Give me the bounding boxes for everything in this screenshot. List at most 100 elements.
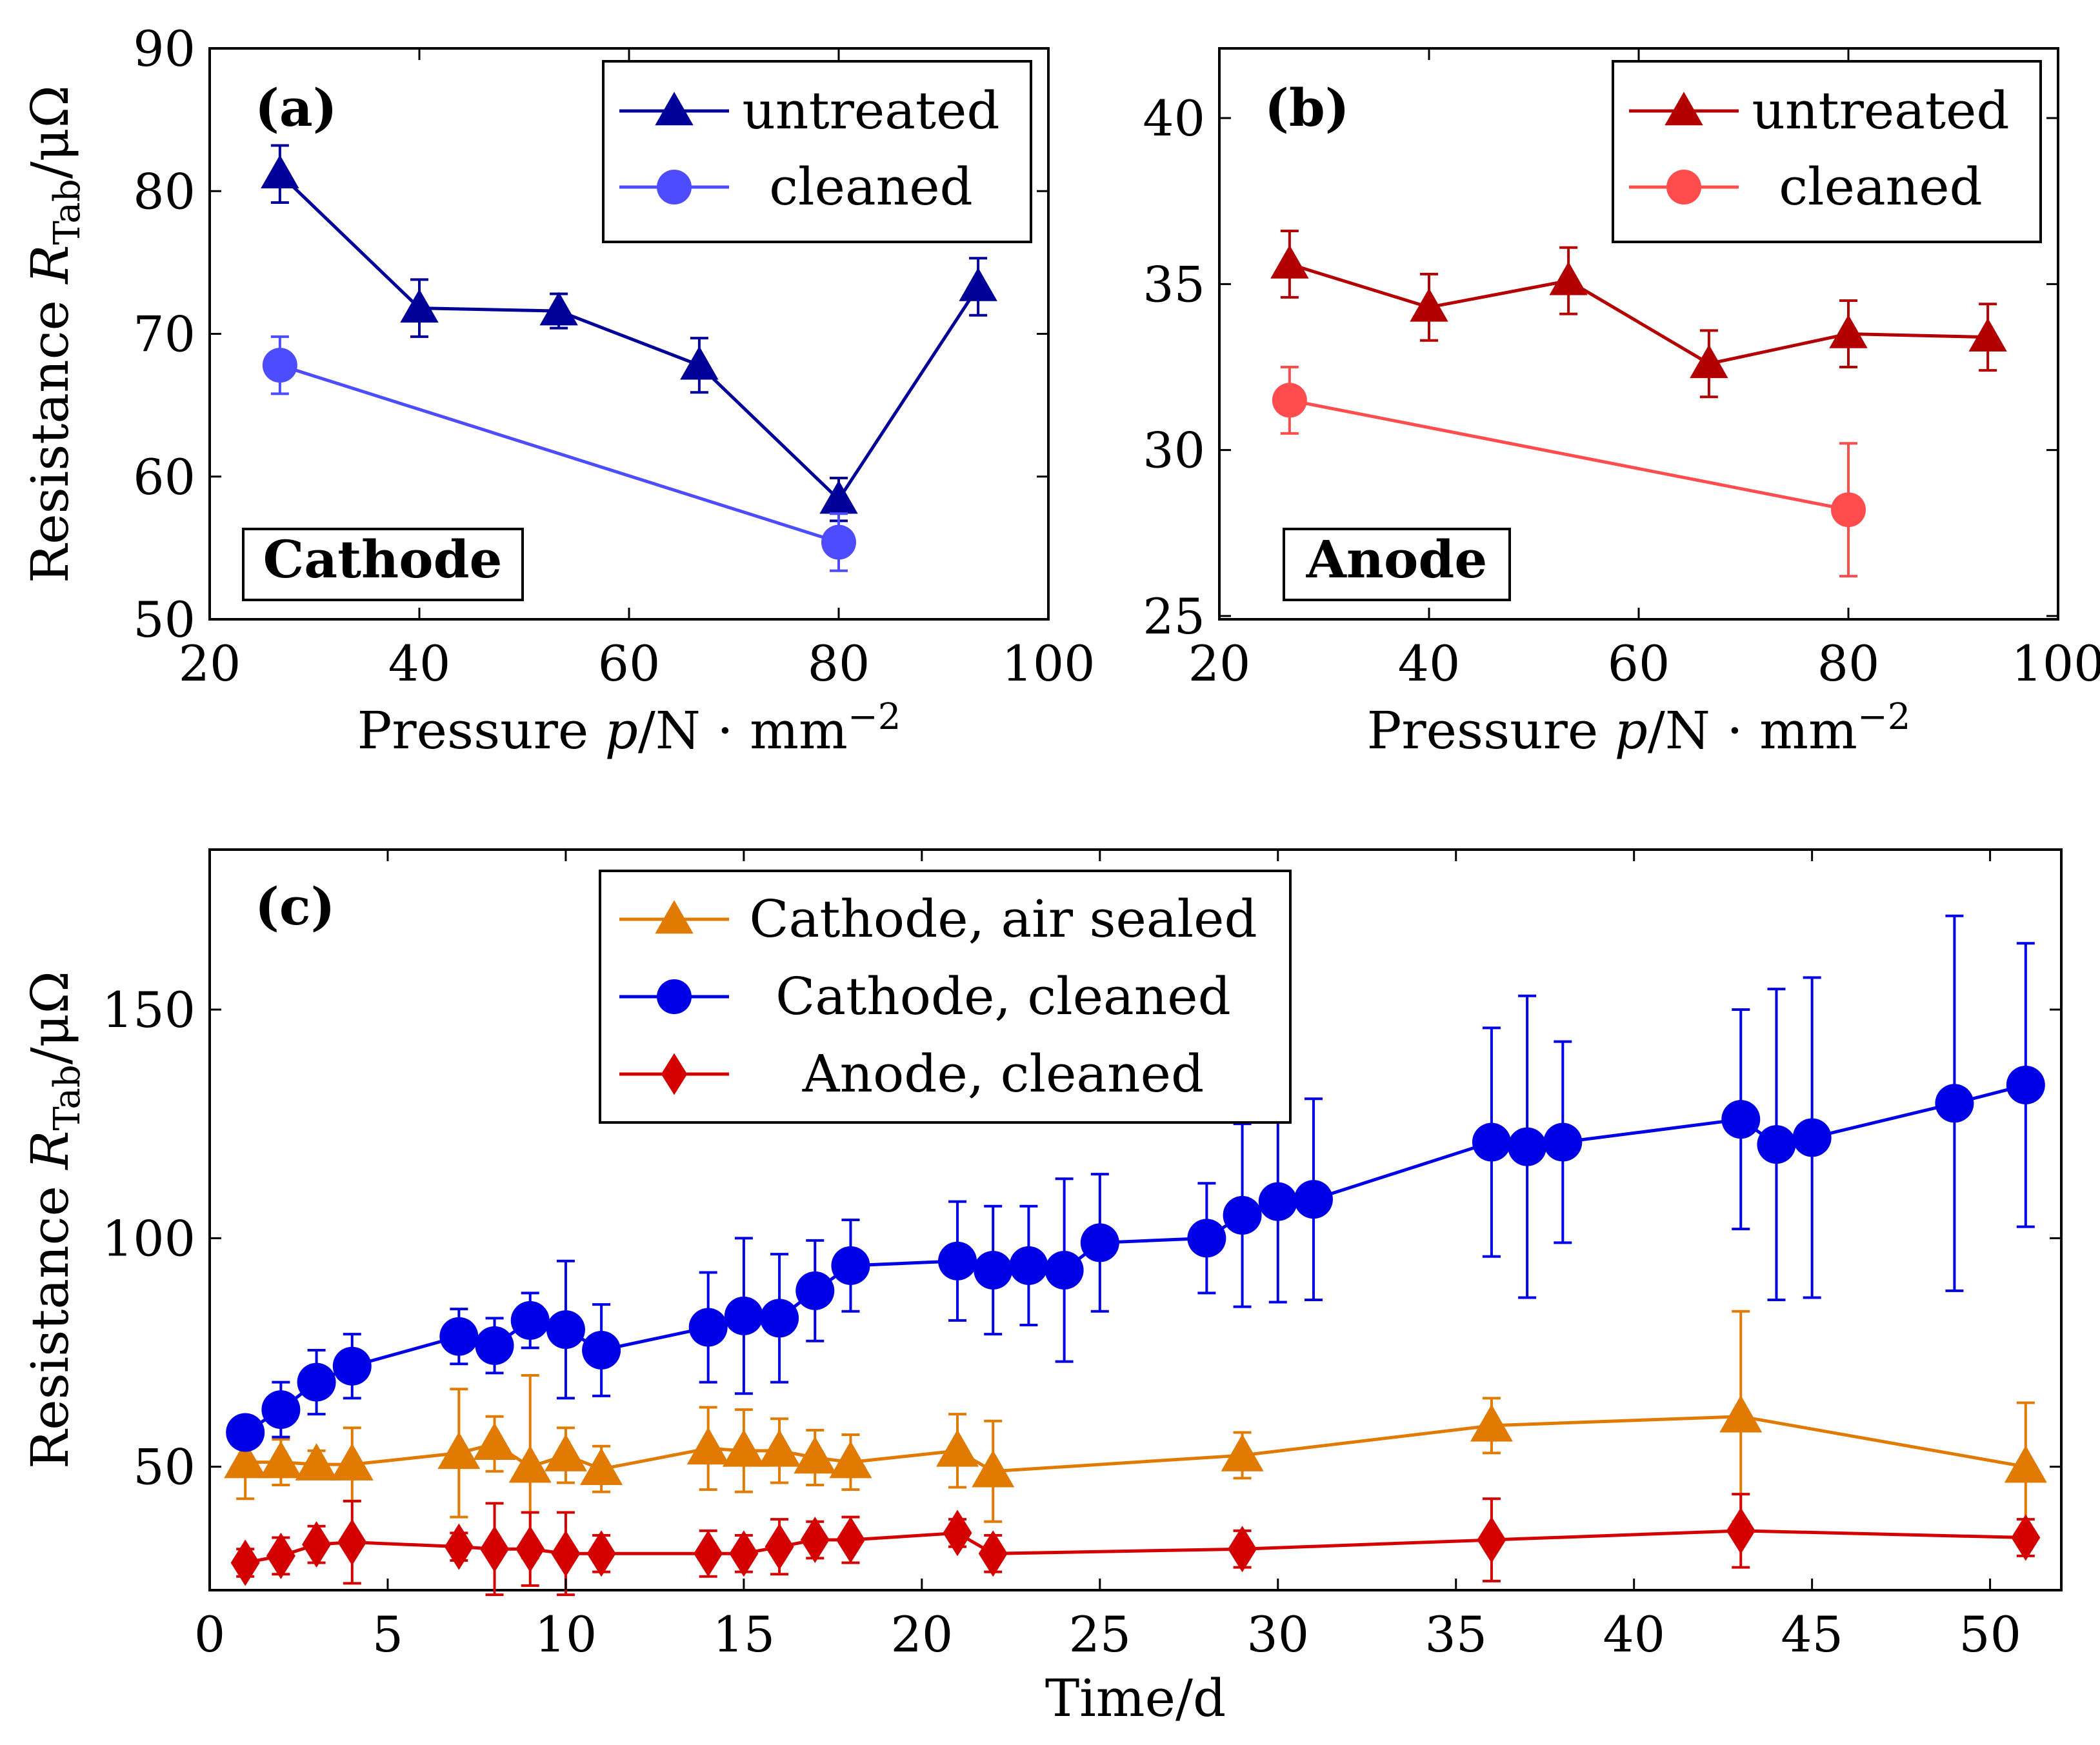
a-series-0-point-2 xyxy=(539,292,578,326)
b-xtick-label-3: 80 xyxy=(1817,635,1880,692)
a-ytick-label-2: 70 xyxy=(133,306,195,363)
c-series-1-point-27 xyxy=(1757,1125,1796,1164)
c-series-1-point-24 xyxy=(1508,1127,1547,1166)
a-legend-label-1: cleaned xyxy=(769,157,973,217)
c-series-0-point-0 xyxy=(224,1441,267,1479)
c-series-1-point-15 xyxy=(974,1250,1013,1290)
c-series-1-point-18 xyxy=(1080,1223,1119,1262)
c-xtick-label-6: 30 xyxy=(1246,1606,1309,1663)
panel-a-legend: untreated cleaned xyxy=(602,60,1032,243)
a-legend-marker-1 xyxy=(657,170,692,204)
c-series-1-point-0 xyxy=(226,1413,265,1452)
c-series-0-point-6 xyxy=(508,1445,552,1483)
a-ytick-label-1: 60 xyxy=(133,448,195,506)
c-xtick-label-3: 15 xyxy=(713,1606,775,1663)
panel-a-label: (a) xyxy=(255,77,337,138)
c-series-0-point-11 xyxy=(758,1429,801,1467)
panel-b-ticks: 20 40 60 80 100 25 30 35 40 xyxy=(1143,48,2100,692)
a-ytick-label-3: 80 xyxy=(133,163,195,220)
c-xtick-label-5: 25 xyxy=(1068,1606,1131,1663)
c-series-0-point-8 xyxy=(580,1448,623,1485)
c-series-0-point-14 xyxy=(936,1429,979,1467)
c-series-1-point-7 xyxy=(546,1310,585,1350)
c-series-1-point-16 xyxy=(1009,1246,1048,1285)
c-series-0-point-3 xyxy=(330,1443,374,1481)
a-legend-marker-0 xyxy=(655,92,694,126)
c-series-1-point-2 xyxy=(297,1362,336,1402)
c-series-2-point-16 xyxy=(1228,1526,1257,1573)
c-legend-label-2: Anode, cleaned xyxy=(802,1044,1204,1104)
c-xtick-label-4: 20 xyxy=(890,1606,953,1663)
c-series-1-point-25 xyxy=(1543,1122,1583,1162)
c-xtick-label-7: 35 xyxy=(1425,1606,1487,1663)
a-xtick-label-2: 60 xyxy=(598,635,661,692)
c-series-2-point-1 xyxy=(266,1532,295,1579)
a-series-0-point-5 xyxy=(959,267,997,301)
b-legend-label-1: cleaned xyxy=(1779,157,1983,217)
c-series-1-point-10 xyxy=(724,1296,763,1335)
panel-b-tag: Anode xyxy=(1306,529,1487,590)
c-series-0-point-16 xyxy=(1221,1433,1264,1471)
c-series-0-point-10 xyxy=(722,1429,765,1467)
b-series-0-point-2 xyxy=(1549,261,1588,295)
a-xtick-label-4: 100 xyxy=(1001,635,1095,692)
panel-a-legend-box xyxy=(602,60,1032,243)
a-series-0-point-3 xyxy=(680,346,719,380)
c-ytick-label-0: 50 xyxy=(133,1439,195,1496)
c-legend-marker-2 xyxy=(661,1053,688,1095)
panel-c-frame xyxy=(208,848,2063,1591)
c-xtick-label-9: 45 xyxy=(1781,1606,1843,1663)
panel-c-time: 0 5 10 15 20 25 30 35 40 45 50 50 100 150 (c) Cathode… xyxy=(20,848,2063,1728)
b-xtick-label-0: 20 xyxy=(1188,635,1251,692)
c-series-0-point-17 xyxy=(1470,1404,1513,1442)
c-series-1-point-8 xyxy=(582,1330,621,1370)
c-series-1-point-5 xyxy=(475,1326,514,1365)
c-series-1-point-29 xyxy=(1935,1084,1974,1123)
c-xtick-label-8: 40 xyxy=(1603,1606,1665,1663)
c-series-0-point-1 xyxy=(259,1441,303,1479)
c-series-2-point-9 xyxy=(694,1530,723,1577)
panel-a-marks xyxy=(261,144,997,572)
c-series-0-point-13 xyxy=(829,1441,872,1479)
b-series-0-point-4 xyxy=(1829,314,1868,348)
c-series-0-point-2 xyxy=(295,1443,338,1481)
c-series-1-point-23 xyxy=(1472,1122,1511,1162)
b-xtick-label-4: 100 xyxy=(2011,635,2100,692)
c-series-0-point-4 xyxy=(437,1431,481,1470)
a-series-1-point-0 xyxy=(262,348,297,383)
b-xtick-label-1: 40 xyxy=(1398,635,1461,692)
c-series-1-point-14 xyxy=(938,1241,977,1281)
b-xtick-label-2: 60 xyxy=(1608,635,1670,692)
c-series-0-point-18 xyxy=(1719,1395,1763,1433)
b-series-0-point-3 xyxy=(1690,344,1728,379)
b-legend-label-0: untreated xyxy=(1752,81,2009,141)
a-series-1-point-1 xyxy=(821,524,856,560)
c-series-2-point-4 xyxy=(444,1523,474,1570)
a-ytick-label-4: 90 xyxy=(133,20,195,77)
c-series-2-line xyxy=(245,1529,2026,1564)
a-series-0-point-0 xyxy=(261,155,299,188)
panel-b-anode: 20 40 60 80 100 25 30 35 40 (b) Anode untreated c… xyxy=(1143,47,2100,761)
c-series-0-point-9 xyxy=(686,1427,730,1465)
c-series-1-point-6 xyxy=(510,1301,550,1340)
panel-c-ticks: 0 5 10 15 20 25 30 35 40 45 50 50 100 150 xyxy=(102,850,2061,1663)
b-legend-marker-0 xyxy=(1665,92,1703,126)
c-legend-label-1: Cathode, cleaned xyxy=(775,966,1231,1026)
c-series-2-point-14 xyxy=(943,1510,972,1557)
panel-b-marks xyxy=(1270,229,2007,578)
panel-b-tag-box xyxy=(1283,528,1511,601)
c-series-0-point-19 xyxy=(2004,1445,2047,1483)
c-legend-marker-1 xyxy=(657,979,692,1014)
c-legend-marker-0 xyxy=(655,900,694,934)
c-series-1-point-30 xyxy=(2006,1065,2045,1104)
c-series-1-point-3 xyxy=(332,1346,372,1386)
c-series-2-point-7 xyxy=(551,1530,581,1577)
b-series-0-point-1 xyxy=(1410,288,1448,322)
c-series-2-point-2 xyxy=(302,1521,332,1568)
panel-c-xlabel: Time/d xyxy=(1045,1668,1226,1728)
c-series-1-point-19 xyxy=(1187,1219,1226,1258)
panel-a-tag: Cathode xyxy=(263,529,503,590)
panel-b-label: (b) xyxy=(1265,77,1350,138)
panel-a-cathode: 20 40 60 80 100 50 60 70 80 90 (a) Cathode untrea… xyxy=(20,20,1095,761)
panel-c-marks xyxy=(224,914,2047,1597)
